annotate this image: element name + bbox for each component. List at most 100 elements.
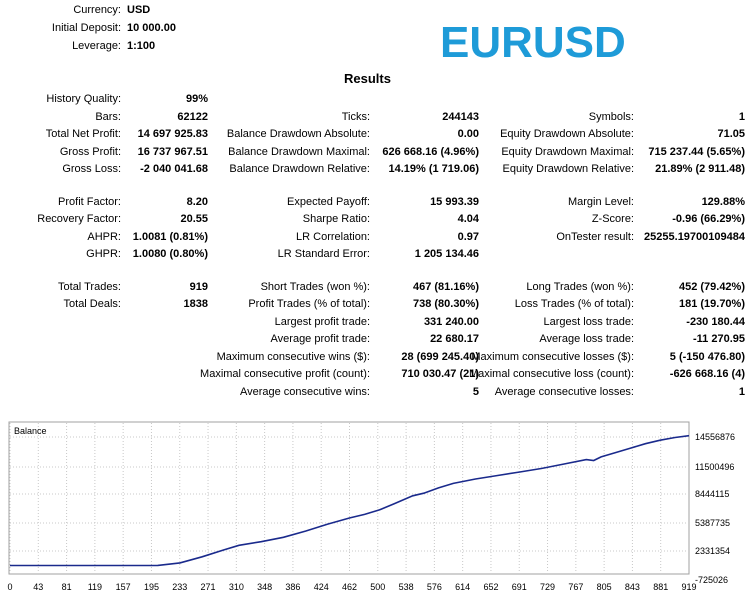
balance-dd-maximal-label: Balance Drawdown Maximal: bbox=[228, 146, 370, 158]
ahpr-value: 1.0081 (0.81%) bbox=[132, 231, 208, 243]
x-tick-label: 614 bbox=[455, 582, 470, 592]
recovery-factor-value: 20.55 bbox=[180, 213, 208, 225]
long-trades-value: 452 (79.42%) bbox=[678, 281, 745, 293]
x-tick-label: 0 bbox=[7, 582, 12, 592]
x-tick-label: 805 bbox=[597, 582, 612, 592]
average-consecutive-losses-label: Average consecutive losses: bbox=[494, 386, 634, 398]
long-trades-label: Long Trades (won %): bbox=[526, 281, 634, 293]
max-consecutive-wins-label: Maximum consecutive wins ($): bbox=[216, 351, 370, 363]
short-trades-label: Short Trades (won %): bbox=[260, 281, 370, 293]
sharpe-ratio-label: Sharpe Ratio: bbox=[302, 213, 370, 225]
total-deals-value: 1838 bbox=[183, 298, 208, 310]
average-loss-label: Average loss trade: bbox=[539, 333, 634, 345]
profit-factor-value: 8.20 bbox=[186, 196, 208, 208]
x-tick-label: 271 bbox=[201, 582, 216, 592]
z-score-value: -0.96 (66.29%) bbox=[672, 213, 745, 225]
sharpe-ratio-value: 4.04 bbox=[457, 213, 479, 225]
max-consecutive-losses-label: Maximum consecutive losses ($): bbox=[471, 351, 634, 363]
chart-frame bbox=[8, 421, 690, 575]
gross-loss-value: -2 040 041.68 bbox=[140, 163, 208, 175]
largest-loss-label: Largest loss trade: bbox=[543, 316, 635, 328]
margin-level-label: Margin Level: bbox=[567, 196, 634, 208]
equity-dd-relative-value: 21.89% (2 911.48) bbox=[655, 163, 745, 175]
balance-dd-relative-label: Balance Drawdown Relative: bbox=[229, 163, 370, 175]
y-tick-label: 14556876 bbox=[695, 432, 735, 442]
loss-trades-label: Loss Trades (% of total): bbox=[514, 298, 634, 310]
x-tick-label: 729 bbox=[540, 582, 555, 592]
x-tick-label: 500 bbox=[370, 582, 385, 592]
y-tick-label: -725026 bbox=[695, 575, 728, 585]
maximal-consecutive-loss-label: Maximal consecutive loss (count): bbox=[468, 368, 634, 380]
symbols-label: Symbols: bbox=[588, 111, 634, 123]
ontester-result-label: OnTester result: bbox=[556, 231, 634, 243]
max-consecutive-losses-value: 5 (-150 476.80) bbox=[669, 351, 745, 363]
ticks-label: Ticks: bbox=[341, 111, 370, 123]
ghpr-label: GHPR: bbox=[86, 248, 121, 260]
maximal-consecutive-loss-value: -626 668.16 (4) bbox=[669, 368, 745, 380]
ghpr-value: 1.0080 (0.80%) bbox=[132, 248, 208, 260]
largest-profit-label: Largest profit trade: bbox=[274, 316, 370, 328]
initial-deposit-value: 10 000.00 bbox=[127, 22, 176, 34]
balance-series-line bbox=[10, 434, 690, 567]
ahpr-label: AHPR: bbox=[87, 231, 121, 243]
x-tick-label: 157 bbox=[116, 582, 131, 592]
average-consecutive-wins-value: 5 bbox=[472, 386, 479, 398]
x-tick-label: 195 bbox=[144, 582, 159, 592]
recovery-factor-label: Recovery Factor: bbox=[37, 213, 121, 225]
average-profit-label: Average profit trade: bbox=[270, 333, 370, 345]
x-tick-label: 652 bbox=[483, 582, 498, 592]
currency-label: Currency: bbox=[73, 4, 121, 16]
history-quality-label: History Quality: bbox=[46, 93, 121, 105]
currency-value: USD bbox=[127, 4, 151, 16]
gross-loss-label: Gross Loss: bbox=[62, 163, 121, 175]
leverage-label: Leverage: bbox=[72, 40, 121, 52]
ticks-value: 244143 bbox=[442, 111, 479, 123]
balance-dd-maximal-value: 626 668.16 (4.96%) bbox=[382, 146, 479, 158]
total-trades-value: 919 bbox=[189, 281, 208, 293]
maximal-consecutive-profit-value: 710 030.47 (21) bbox=[401, 368, 479, 380]
x-tick-label: 233 bbox=[172, 582, 187, 592]
short-trades-value: 467 (81.16%) bbox=[412, 281, 479, 293]
loss-trades-value: 181 (19.70%) bbox=[678, 298, 745, 310]
chart-title: Balance bbox=[14, 426, 47, 436]
x-axis-ticks: 0 43 81 119 157 195 233 271 310 348 386 424 462 500 53… bbox=[7, 582, 696, 592]
lr-standard-error-value: 1 205 134.46 bbox=[414, 248, 479, 260]
net-profit-value: 14 697 925.83 bbox=[137, 128, 208, 140]
profit-trades-label: Profit Trades (% of total): bbox=[248, 298, 370, 310]
x-tick-label: 538 bbox=[399, 582, 414, 592]
x-tick-label: 576 bbox=[427, 582, 442, 592]
profit-trades-value: 738 (80.30%) bbox=[412, 298, 479, 310]
x-tick-label: 691 bbox=[512, 582, 527, 592]
balance-dd-absolute-label: Balance Drawdown Absolute: bbox=[226, 128, 370, 140]
expected-payoff-label: Expected Payoff: bbox=[287, 196, 370, 208]
results-title: Results bbox=[344, 71, 391, 86]
bars-value: 62122 bbox=[177, 111, 208, 123]
initial-deposit-label: Initial Deposit: bbox=[51, 22, 121, 34]
x-tick-label: 919 bbox=[681, 582, 696, 592]
expected-payoff-value: 15 993.39 bbox=[430, 196, 479, 208]
x-tick-label: 310 bbox=[229, 582, 244, 592]
history-quality-value: 99% bbox=[185, 93, 208, 105]
symbols-value: 1 bbox=[738, 111, 745, 123]
equity-dd-absolute-label: Equity Drawdown Absolute: bbox=[500, 128, 634, 140]
total-deals-label: Total Deals: bbox=[63, 298, 121, 310]
average-profit-value: 22 680.17 bbox=[430, 333, 479, 345]
x-tick-label: 424 bbox=[314, 582, 329, 592]
average-consecutive-wins-label: Average consecutive wins: bbox=[239, 386, 370, 398]
gross-profit-label: Gross Profit: bbox=[59, 146, 121, 158]
equity-dd-absolute-value: 71.05 bbox=[717, 128, 745, 140]
lr-correlation-value: 0.97 bbox=[457, 231, 479, 243]
gross-profit-value: 16 737 967.51 bbox=[137, 146, 208, 158]
net-profit-label: Total Net Profit: bbox=[45, 128, 121, 140]
ontester-result-value: 25255.19700109484 bbox=[644, 231, 745, 243]
average-consecutive-losses-value: 1 bbox=[738, 386, 745, 398]
lr-correlation-label: LR Correlation: bbox=[296, 231, 370, 243]
maximal-consecutive-profit-label: Maximal consecutive profit (count): bbox=[200, 368, 370, 380]
max-consecutive-wins-value: 28 (699 245.40) bbox=[401, 351, 479, 363]
y-tick-label: 8444115 bbox=[695, 489, 729, 499]
equity-dd-relative-label: Equity Drawdown Relative: bbox=[502, 163, 634, 175]
profit-factor-label: Profit Factor: bbox=[58, 196, 121, 208]
average-loss-value: -11 270.95 bbox=[693, 333, 745, 345]
chart-grid bbox=[9, 423, 690, 573]
